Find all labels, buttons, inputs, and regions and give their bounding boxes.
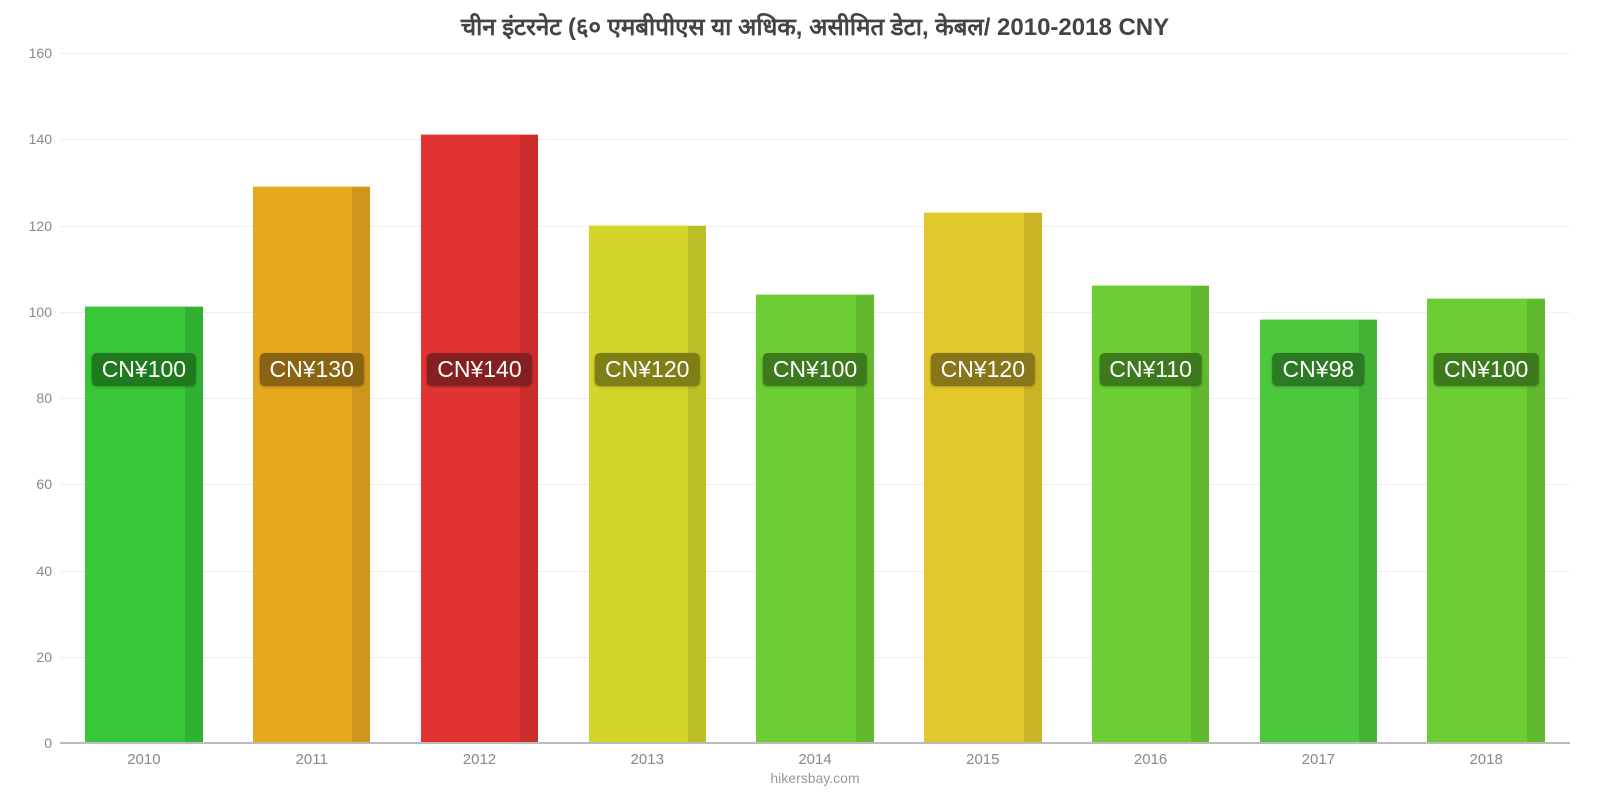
x-tick-label: 2012: [396, 751, 564, 768]
chart-container: चीन इंटरनेट (६० एमबीपीएस या अधिक, असीमित…: [0, 0, 1600, 800]
x-tick-label: 2018: [1402, 751, 1570, 768]
bar: CN¥98: [1260, 319, 1377, 742]
y-tick-label: 80: [12, 390, 52, 406]
x-tick-label: 2014: [731, 751, 899, 768]
bar-value-badge: CN¥130: [259, 353, 363, 386]
y-tick-label: 100: [12, 304, 52, 320]
bar: CN¥140: [421, 134, 538, 742]
bar: CN¥120: [924, 212, 1041, 742]
bar: CN¥100: [756, 294, 873, 743]
y-tick-label: 0: [12, 735, 52, 751]
attribution-text: hikersbay.com: [60, 770, 1570, 786]
x-tick-label: 2015: [899, 751, 1067, 768]
bar-value-badge: CN¥120: [595, 353, 699, 386]
bar-value-badge: CN¥100: [92, 353, 196, 386]
bar-value-badge: CN¥110: [1099, 353, 1202, 386]
bars-row: CN¥100 CN¥130 CN¥140 CN¥120 CN¥100 CN¥120 CN¥1…: [60, 53, 1570, 742]
x-tick-label: 2011: [228, 751, 396, 768]
bar: CN¥100: [1427, 298, 1544, 742]
bar-value-badge: CN¥100: [763, 353, 867, 386]
bar: CN¥110: [1092, 285, 1209, 742]
x-tick-label: 2010: [60, 751, 228, 768]
y-tick-label: 120: [12, 218, 52, 234]
bar-slot: CN¥100: [1402, 53, 1570, 742]
bar-slot: CN¥130: [228, 53, 396, 742]
bar-slot: CN¥100: [731, 53, 899, 742]
bar-slot: CN¥140: [396, 53, 564, 742]
x-axis: 201020112012201320142015201620172018: [60, 751, 1570, 768]
y-tick-label: 60: [12, 476, 52, 492]
x-tick-label: 2016: [1067, 751, 1235, 768]
bar-slot: CN¥98: [1234, 53, 1402, 742]
gridline: [60, 743, 1570, 744]
chart-title: चीन इंटरनेट (६० एमबीपीएस या अधिक, असीमित…: [60, 10, 1570, 43]
y-tick-label: 160: [12, 45, 52, 61]
plot-area: 020406080100120140160CN¥100CN¥130CN¥140C…: [60, 53, 1570, 743]
bar: CN¥130: [253, 186, 370, 742]
bar: CN¥100: [85, 306, 202, 742]
bar-slot: CN¥120: [899, 53, 1067, 742]
x-tick-label: 2017: [1234, 751, 1402, 768]
y-tick-label: 40: [12, 563, 52, 579]
bar-slot: CN¥110: [1067, 53, 1235, 742]
bar-value-badge: CN¥98: [1273, 353, 1365, 386]
bar: CN¥120: [589, 225, 706, 743]
x-tick-label: 2013: [563, 751, 731, 768]
bar-value-badge: CN¥140: [427, 353, 531, 386]
bar-value-badge: CN¥100: [1434, 353, 1538, 386]
y-tick-label: 140: [12, 131, 52, 147]
bar-value-badge: CN¥120: [931, 353, 1035, 386]
bar-slot: CN¥120: [563, 53, 731, 742]
bar-slot: CN¥100: [60, 53, 228, 742]
y-tick-label: 20: [12, 649, 52, 665]
